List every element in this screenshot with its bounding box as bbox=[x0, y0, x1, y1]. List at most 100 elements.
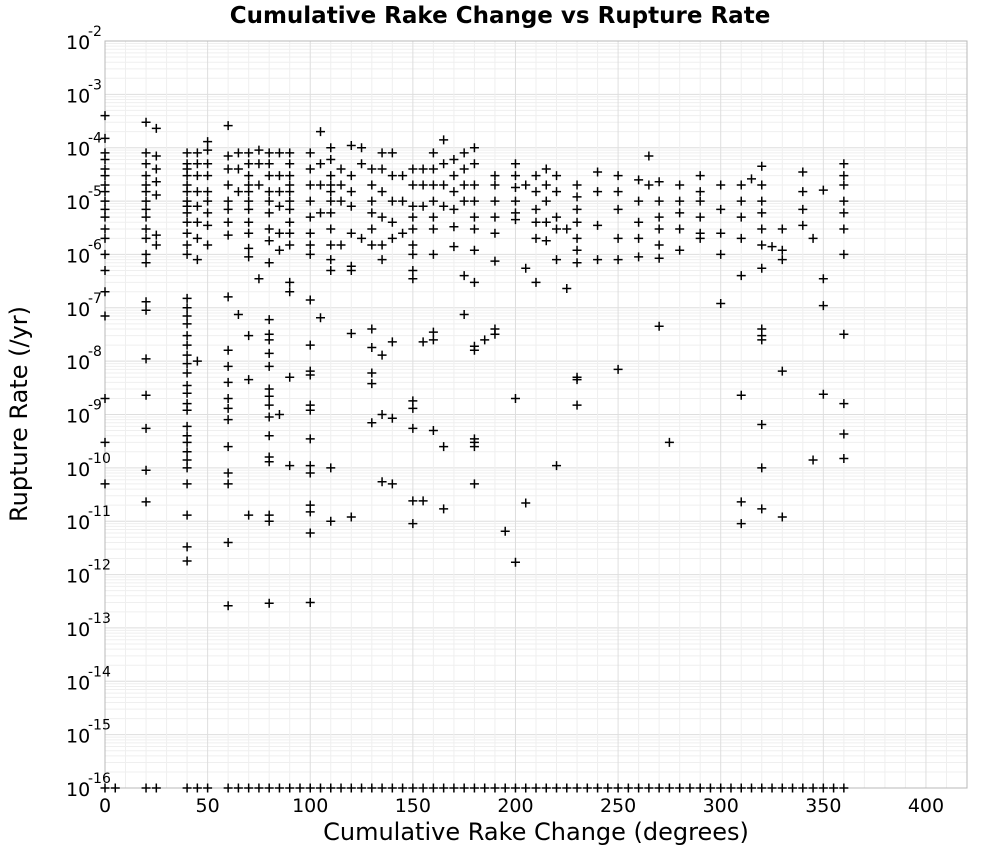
data-point bbox=[757, 208, 767, 218]
y-tick-label: 10-14 bbox=[66, 664, 111, 694]
data-point bbox=[459, 309, 469, 319]
data-point bbox=[736, 519, 746, 529]
data-point bbox=[346, 141, 356, 151]
data-point bbox=[326, 187, 336, 197]
data-point bbox=[100, 437, 110, 447]
data-point bbox=[264, 335, 274, 345]
data-point bbox=[839, 429, 849, 439]
data-point bbox=[244, 217, 254, 227]
data-point bbox=[182, 340, 192, 350]
data-point bbox=[716, 249, 726, 259]
data-point bbox=[818, 301, 828, 311]
data-point bbox=[326, 240, 336, 250]
data-point bbox=[141, 117, 151, 127]
data-point bbox=[377, 783, 387, 793]
data-point bbox=[613, 233, 623, 243]
data-point bbox=[151, 164, 161, 174]
data-point bbox=[521, 498, 531, 508]
data-point bbox=[182, 437, 192, 447]
data-point bbox=[808, 233, 818, 243]
data-point bbox=[274, 187, 284, 197]
data-point bbox=[182, 319, 192, 329]
data-point bbox=[490, 256, 500, 266]
data-point bbox=[449, 155, 459, 165]
data-point bbox=[439, 504, 449, 514]
y-tick-base: 10 bbox=[66, 779, 90, 801]
data-point bbox=[141, 249, 151, 259]
data-point bbox=[664, 437, 674, 447]
data-point bbox=[613, 204, 623, 214]
data-point bbox=[233, 164, 243, 174]
data-point bbox=[387, 217, 397, 227]
data-point bbox=[182, 331, 192, 341]
data-point bbox=[439, 442, 449, 452]
data-point bbox=[675, 224, 685, 234]
data-point bbox=[675, 208, 685, 218]
data-point bbox=[182, 463, 192, 473]
data-point bbox=[449, 242, 459, 252]
data-point bbox=[336, 196, 346, 206]
data-point bbox=[675, 245, 685, 255]
data-point bbox=[428, 180, 438, 190]
data-point bbox=[151, 783, 161, 793]
data-point bbox=[469, 277, 479, 287]
data-point bbox=[285, 204, 295, 214]
data-point bbox=[285, 461, 295, 471]
data-point bbox=[510, 393, 520, 403]
data-point bbox=[469, 224, 479, 234]
data-point bbox=[223, 377, 233, 387]
data-point bbox=[367, 368, 377, 378]
y-tick-exponent: -13 bbox=[88, 611, 111, 627]
data-point bbox=[274, 201, 284, 211]
data-point bbox=[510, 783, 520, 793]
data-point bbox=[305, 405, 315, 415]
data-point bbox=[408, 403, 418, 413]
y-tick-base: 10 bbox=[66, 619, 90, 641]
data-point bbox=[654, 224, 664, 234]
data-point bbox=[346, 187, 356, 197]
y-tick-label: 10-16 bbox=[66, 771, 111, 801]
data-point bbox=[141, 305, 151, 315]
data-point bbox=[654, 783, 664, 793]
data-point bbox=[264, 348, 274, 358]
data-point bbox=[367, 418, 377, 428]
data-point bbox=[469, 143, 479, 153]
data-point bbox=[151, 240, 161, 250]
data-point bbox=[510, 182, 520, 192]
data-point bbox=[839, 783, 849, 793]
data-point bbox=[777, 224, 787, 234]
data-point bbox=[685, 783, 695, 793]
data-point bbox=[336, 180, 346, 190]
data-point bbox=[305, 434, 315, 444]
data-point bbox=[346, 201, 356, 211]
data-point bbox=[644, 783, 654, 793]
data-point bbox=[326, 224, 336, 234]
data-point bbox=[418, 496, 428, 506]
data-point bbox=[336, 164, 346, 174]
data-point bbox=[223, 393, 233, 403]
y-tick-base: 10 bbox=[66, 299, 90, 321]
data-point bbox=[613, 187, 623, 197]
data-point bbox=[469, 245, 479, 255]
data-point bbox=[100, 133, 110, 143]
y-tick-exponent: -10 bbox=[88, 451, 111, 467]
data-point bbox=[675, 783, 685, 793]
data-point bbox=[141, 196, 151, 206]
data-point bbox=[839, 196, 849, 206]
data-point bbox=[757, 240, 767, 250]
data-point bbox=[469, 180, 479, 190]
data-point bbox=[254, 274, 264, 284]
data-point bbox=[418, 337, 428, 347]
data-point bbox=[264, 400, 274, 410]
data-point bbox=[408, 240, 418, 250]
data-point bbox=[223, 292, 233, 302]
data-point bbox=[264, 783, 274, 793]
data-point bbox=[726, 783, 736, 793]
data-point bbox=[541, 236, 551, 246]
data-point bbox=[644, 151, 654, 161]
data-point bbox=[100, 224, 110, 234]
data-point bbox=[274, 410, 284, 419]
data-point bbox=[182, 350, 192, 360]
data-point bbox=[264, 361, 274, 371]
data-point bbox=[572, 245, 582, 255]
